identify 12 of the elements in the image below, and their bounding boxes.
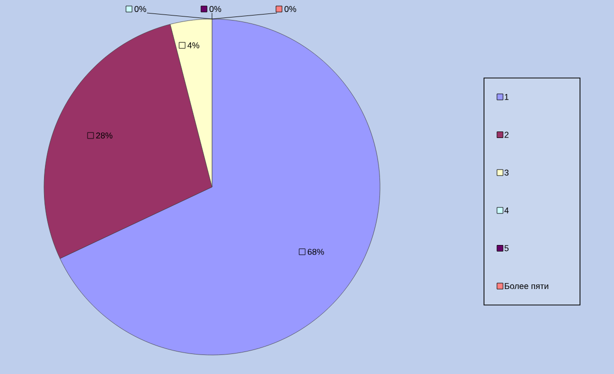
- legend-label: 4: [504, 208, 509, 214]
- legend-label: 2: [504, 132, 508, 138]
- text: 0%: [284, 6, 296, 12]
- data-label: 4%: [187, 42, 200, 48]
- data-label: 28%: [96, 132, 112, 138]
- legend-label: 1: [504, 94, 509, 100]
- text: 0%: [134, 6, 146, 12]
- data-label: 68%: [308, 248, 324, 255]
- legend-label: Более пяти: [504, 283, 548, 290]
- legend-label: 5: [504, 245, 509, 252]
- text: 0%: [210, 6, 222, 12]
- legend-label: 3: [504, 170, 509, 176]
